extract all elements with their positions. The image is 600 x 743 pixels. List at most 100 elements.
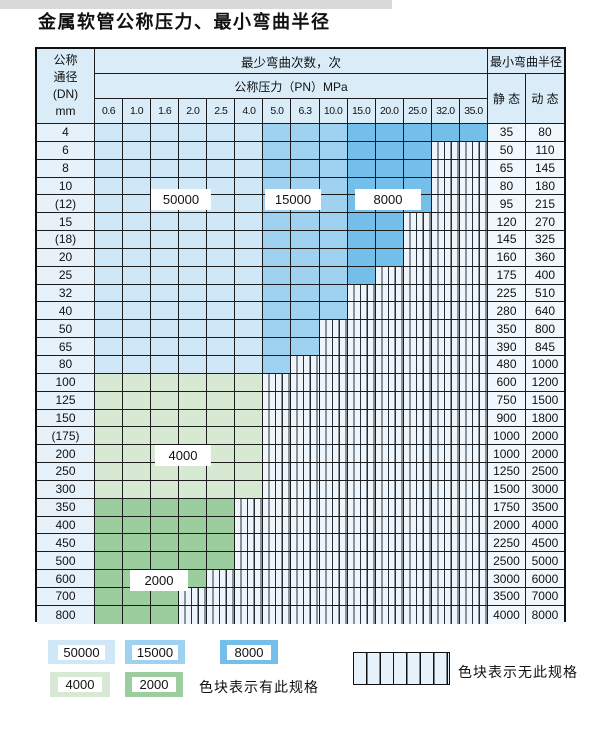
radius-header: 最小弯曲半径 [487, 49, 564, 74]
no-spec-cell [347, 373, 376, 392]
table-row: 65 390 845 [37, 338, 564, 356]
legend-swatch-4000: 4000 [50, 672, 110, 697]
no-spec-cell [291, 427, 320, 446]
table-row: 500 2500 5000 [37, 552, 564, 571]
spec-available-cell [207, 124, 236, 142]
spec-available-cell [95, 516, 124, 535]
spec-available-cell [263, 231, 292, 249]
no-spec-cell [431, 177, 460, 196]
pressure-value-header: 4.0 [235, 99, 264, 124]
static-radius-cell: 80 [487, 177, 526, 196]
spec-available-cell [179, 248, 208, 267]
table-row: 40 280 640 [37, 302, 564, 321]
spec-available-cell [123, 195, 152, 214]
table-body: 4 35 80 6 50 110 8 65 145 10 80 180 (12) 95 215 15 120 27… [37, 124, 564, 624]
no-spec-cell [375, 409, 404, 428]
spec-available-cell [207, 302, 236, 321]
table-header: 公称 通径 (DN) mm 最少弯曲次数，次 最小弯曲半径 公称压力（PN）MP… [37, 49, 564, 124]
spec-available-cell [179, 552, 208, 571]
spec-available-cell [95, 284, 124, 303]
static-radius-cell: 120 [487, 213, 526, 232]
dynamic-radius-cell: 325 [525, 231, 564, 249]
spec-available-cell [123, 159, 152, 178]
pressure-value-header: 5.0 [263, 99, 292, 124]
table-row: 400 2000 4000 [37, 516, 564, 535]
spec-available-cell [291, 284, 320, 303]
pressure-value-header: 6.3 [291, 99, 320, 124]
legend-swatch-2000: 2000 [125, 672, 183, 697]
spec-available-cell [95, 498, 124, 517]
spec-available-cell [123, 213, 152, 232]
spec-available-cell [375, 159, 404, 178]
static-radius-cell: 95 [487, 195, 526, 214]
spec-available-cell [207, 463, 236, 481]
spec-available-cell [95, 605, 124, 624]
table-row: 250 1250 2500 [37, 463, 564, 481]
no-spec-cell [347, 552, 376, 571]
no-spec-cell [347, 498, 376, 517]
dynamic-radius-cell: 2000 [525, 427, 564, 446]
spec-available-cell [235, 463, 264, 481]
no-spec-cell [431, 266, 460, 285]
table-row: (18) 145 325 [37, 231, 564, 249]
no-spec-cell [347, 534, 376, 553]
no-spec-cell [347, 302, 376, 321]
spec-available-cell [123, 605, 152, 624]
dn-cell: 125 [37, 391, 95, 410]
spec-available-cell [263, 320, 292, 339]
no-spec-cell [319, 534, 348, 553]
spec-available-cell [207, 159, 236, 178]
spec-available-cell [347, 124, 376, 142]
spec-available-cell [95, 587, 124, 606]
pressure-value-header: 25.0 [403, 99, 432, 124]
spec-available-cell [123, 587, 152, 606]
spec-available-cell [235, 284, 264, 303]
no-spec-cell [375, 302, 404, 321]
no-spec-cell [291, 498, 320, 517]
spec-available-cell [319, 302, 348, 321]
dn-header-line: mm [55, 104, 76, 118]
dynamic-radius-cell: 8000 [525, 605, 564, 624]
static-radius-cell: 480 [487, 355, 526, 374]
spec-available-cell [151, 213, 180, 232]
spec-available-cell [95, 409, 124, 428]
dn-cell: 450 [37, 534, 95, 553]
pressure-value-header: 32.0 [431, 99, 460, 124]
no-spec-cell [319, 320, 348, 339]
spec-available-cell [95, 373, 124, 392]
no-spec-cell [375, 355, 404, 374]
spec-available-cell [235, 445, 264, 464]
no-spec-cell [347, 409, 376, 428]
spec-available-cell [179, 124, 208, 142]
no-spec-cell [431, 373, 460, 392]
no-spec-cell [403, 498, 432, 517]
legend-swatch-15000: 15000 [125, 640, 185, 664]
spec-available-cell [151, 516, 180, 535]
no-spec-cell [459, 570, 488, 588]
no-spec-cell [263, 480, 292, 499]
dynamic-radius-cell: 1800 [525, 409, 564, 428]
spec-available-cell [151, 338, 180, 356]
pressure-value-header: 20.0 [375, 99, 404, 124]
spec-available-cell [123, 463, 152, 481]
dynamic-radius-cell: 2500 [525, 463, 564, 481]
static-radius-cell: 35 [487, 124, 526, 142]
no-spec-cell [375, 534, 404, 553]
spec-available-cell [95, 195, 124, 214]
no-spec-cell [431, 409, 460, 428]
no-spec-cell [459, 213, 488, 232]
legend-swatch-label: 50000 [58, 644, 105, 660]
spec-available-cell [263, 338, 292, 356]
table-row: 50 350 800 [37, 320, 564, 339]
spec-available-cell [151, 463, 180, 481]
spec-available-cell [207, 516, 236, 535]
spec-available-cell [207, 534, 236, 553]
no-spec-cell [459, 480, 488, 499]
no-spec-cell [319, 498, 348, 517]
spec-available-cell [291, 302, 320, 321]
no-spec-cell [235, 605, 264, 624]
spec-available-cell [319, 213, 348, 232]
spec-available-cell [179, 498, 208, 517]
spec-available-cell [235, 266, 264, 285]
